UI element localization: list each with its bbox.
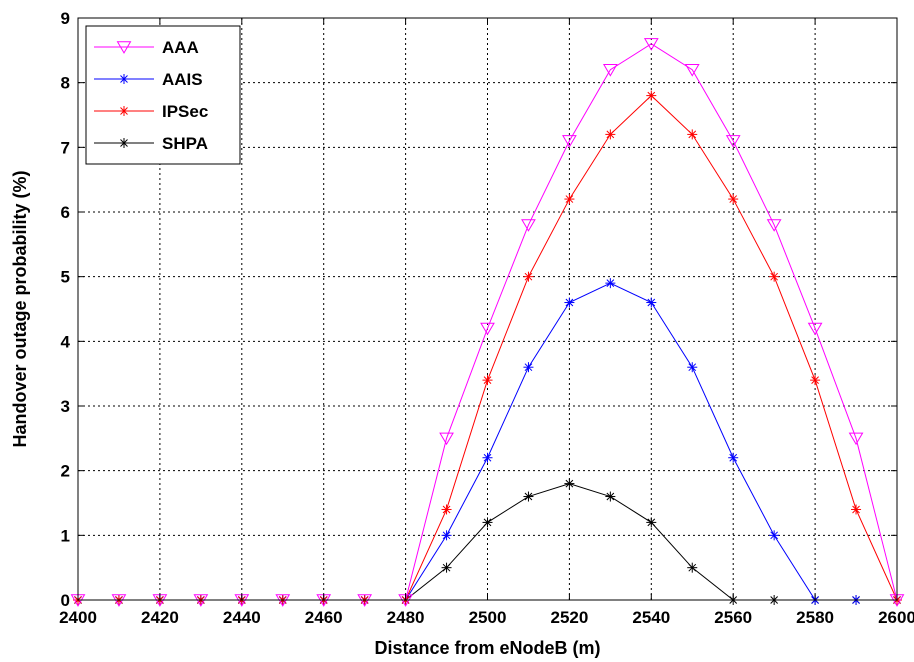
data-point-ipsec bbox=[441, 504, 452, 515]
data-point-aais bbox=[646, 297, 657, 308]
legend-marker-aais bbox=[119, 74, 129, 84]
x-tick-label: 2420 bbox=[141, 608, 179, 627]
y-tick-label: 6 bbox=[61, 203, 70, 222]
data-point-aais bbox=[523, 362, 534, 373]
legend-label-ipsec: IPSec bbox=[162, 102, 208, 121]
series-line-aais bbox=[78, 282, 897, 601]
data-point-ipsec bbox=[646, 90, 657, 101]
data-point-aaa bbox=[848, 432, 864, 446]
legend-item-aaa: AAA bbox=[94, 38, 199, 57]
data-point-ipsec bbox=[810, 375, 821, 386]
data-point-aaa bbox=[521, 219, 536, 232]
axis-ticks bbox=[77, 17, 898, 601]
legend-marker-ipsec bbox=[119, 106, 129, 116]
series-shpa bbox=[73, 478, 902, 605]
legend-label-aaa: AAA bbox=[162, 38, 199, 57]
y-tick-label: 4 bbox=[61, 332, 71, 351]
data-point-aaa bbox=[807, 322, 823, 336]
legend-label-aais: AAIS bbox=[162, 70, 203, 89]
data-point-aaa bbox=[439, 432, 454, 446]
data-point-ipsec bbox=[564, 194, 575, 205]
y-tick-label: 2 bbox=[61, 462, 70, 481]
data-point-ipsec bbox=[523, 271, 534, 282]
data-point-ipsec bbox=[769, 271, 780, 282]
data-point-shpa bbox=[687, 562, 698, 573]
series-ipsec bbox=[73, 90, 902, 605]
legend-label-shpa: SHPA bbox=[162, 134, 208, 153]
data-point-aais bbox=[728, 452, 739, 463]
x-tick-label: 2460 bbox=[305, 608, 343, 627]
x-tick-label: 2600 bbox=[878, 608, 914, 627]
data-point-shpa bbox=[605, 491, 616, 502]
x-tick-label: 2580 bbox=[796, 608, 834, 627]
data-point-ipsec bbox=[482, 375, 493, 386]
data-point-shpa bbox=[482, 517, 493, 528]
legend-item-shpa: SHPA bbox=[94, 134, 208, 153]
x-tick-label: 2400 bbox=[59, 608, 97, 627]
data-point-shpa bbox=[564, 478, 575, 489]
tick-labels: 2400 2420 2440 2460 2480 2500 2520 2540 2560 2580… bbox=[59, 9, 914, 627]
x-tick-label: 2480 bbox=[387, 608, 425, 627]
data-point-aais bbox=[605, 278, 616, 289]
legend-item-ipsec: IPSec bbox=[94, 102, 208, 121]
data-point-shpa bbox=[441, 562, 452, 573]
x-tick-label: 2500 bbox=[469, 608, 507, 627]
legend-marker-aaa bbox=[116, 41, 132, 54]
data-point-aais bbox=[482, 452, 493, 463]
legend-item-aais: AAIS bbox=[94, 70, 203, 89]
data-point-shpa bbox=[646, 517, 657, 528]
y-tick-label: 7 bbox=[61, 138, 70, 157]
y-tick-label: 5 bbox=[61, 268, 70, 287]
data-point-ipsec bbox=[687, 129, 698, 140]
data-point-aaa bbox=[602, 64, 618, 77]
x-tick-label: 2540 bbox=[632, 608, 670, 627]
data-point-aais bbox=[441, 530, 452, 541]
data-point-aaa bbox=[643, 38, 659, 51]
y-tick-label: 9 bbox=[61, 9, 70, 28]
y-axis-label: Handover outage probability (%) bbox=[10, 170, 30, 447]
data-point-aais bbox=[564, 297, 575, 308]
data-point-ipsec bbox=[728, 194, 739, 205]
data-point-aaa bbox=[766, 219, 782, 232]
x-tick-label: 2560 bbox=[714, 608, 752, 627]
data-point-ipsec bbox=[605, 129, 616, 140]
data-point-ipsec bbox=[851, 504, 862, 515]
data-point-aais bbox=[769, 530, 780, 541]
data-point-aais bbox=[687, 362, 698, 373]
data-point-aaa bbox=[480, 322, 495, 336]
data-point-shpa bbox=[523, 491, 534, 502]
y-tick-label: 3 bbox=[61, 397, 70, 416]
y-tick-label: 1 bbox=[61, 526, 70, 545]
data-point-aaa bbox=[684, 64, 700, 77]
data-point-aaa bbox=[562, 135, 577, 148]
x-axis-label: Distance from eNodeB (m) bbox=[374, 638, 600, 658]
series-line-shpa bbox=[78, 483, 897, 601]
x-tick-label: 2520 bbox=[550, 608, 588, 627]
legend-marker-shpa bbox=[119, 138, 129, 148]
data-point-aaa bbox=[725, 135, 741, 148]
legend-box bbox=[85, 25, 241, 165]
legend: AAA AAIS IPSec SHPA bbox=[85, 25, 241, 165]
y-tick-label: 0 bbox=[61, 591, 70, 610]
x-tick-label: 2440 bbox=[223, 608, 261, 627]
y-tick-label: 8 bbox=[61, 74, 70, 93]
